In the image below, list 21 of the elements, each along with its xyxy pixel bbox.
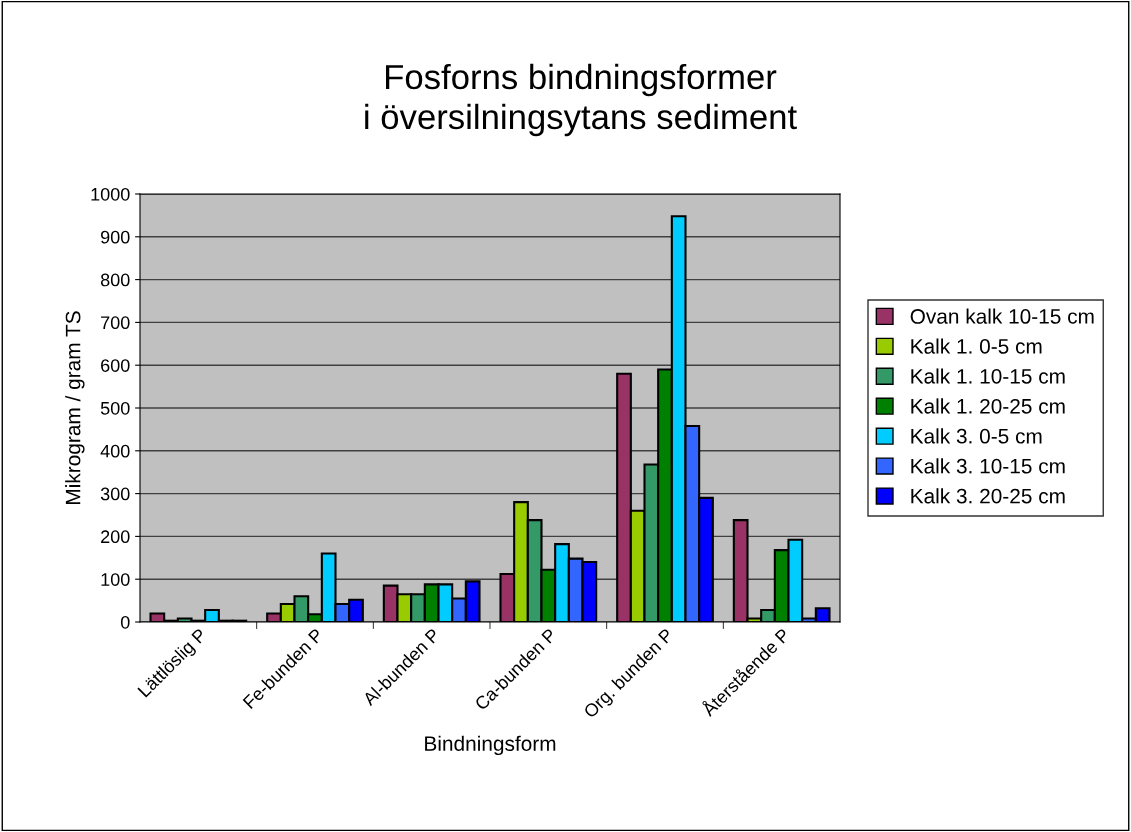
y-tick-label: 100	[101, 573, 130, 586]
y-tick-label: 500	[100, 401, 130, 415]
y-tick-label: 300	[100, 487, 130, 501]
y-axis-title: Mikrogram / gram TS	[65, 311, 85, 504]
y-tick-label: 800	[100, 273, 130, 287]
legend-label: Ovan kalk 10-15 cm	[910, 308, 1094, 324]
y-tick-label: 900	[101, 230, 130, 244]
legend-label: Kalk 1. 10-15 cm	[911, 368, 1065, 384]
y-tick-label: 600	[101, 359, 130, 372]
x-axis-title: Bindningsform	[425, 735, 556, 756]
legend-label: Kalk 3. 10-15 cm	[911, 458, 1065, 474]
legend-label: Kalk 3. 0-5 cm	[911, 428, 1042, 444]
legend-label: Kalk 1. 0-5 cm	[911, 338, 1042, 354]
y-tick-label: 1000	[91, 187, 130, 201]
legend-label: Kalk 1. 20-25 cm	[911, 398, 1065, 414]
legend-label: Kalk 3. 20-25 cm	[911, 488, 1065, 504]
y-tick-label: 400	[100, 444, 130, 458]
y-tick-label: 200	[101, 530, 130, 544]
chart-title: Fosforns bindningsformer i översilningsytans sediment	[365, 63, 797, 137]
y-tick-label: 700	[101, 316, 130, 330]
y-tick-label: 0	[120, 615, 130, 629]
